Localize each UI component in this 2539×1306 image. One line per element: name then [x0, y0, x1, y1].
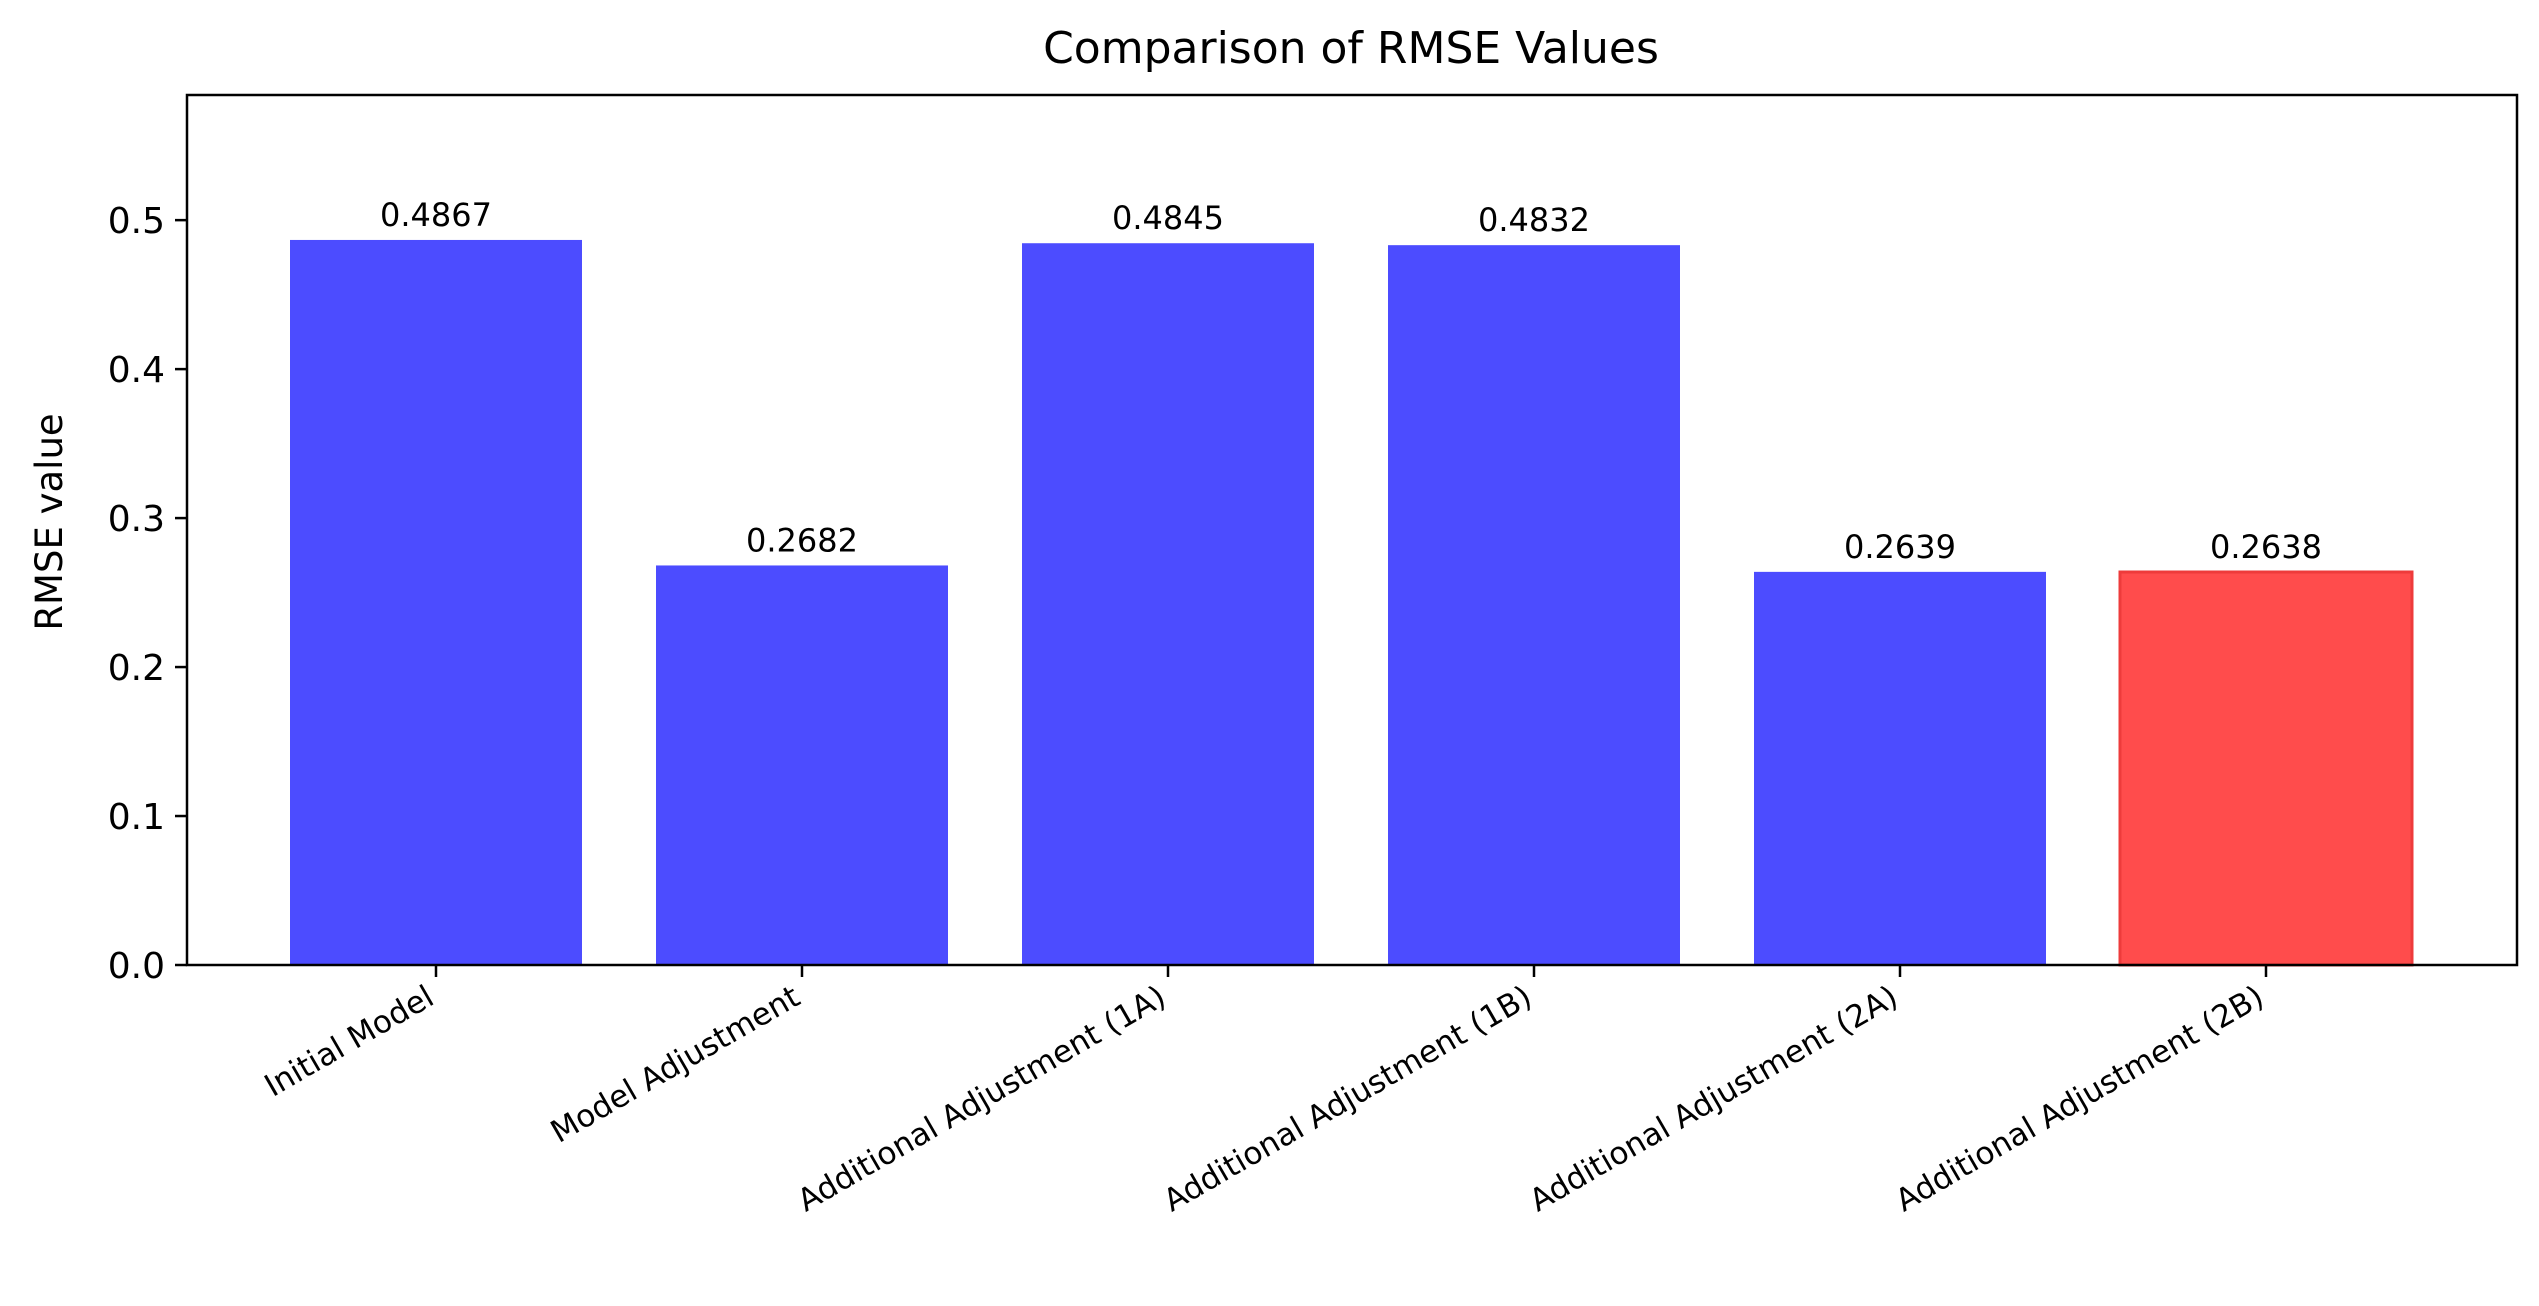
bar-value-label: 0.4832 [1478, 201, 1590, 239]
y-tick-label: 0.1 [108, 797, 165, 838]
x-tick-label: Additional Adjustment (1A) [792, 979, 1172, 1219]
bar-value-labels: 0.4867 0.2682 0.4845 0.4832 0.2639 0.2638 [380, 196, 2322, 566]
bar-6 [2118, 570, 2414, 967]
bars-layer [290, 239, 2414, 967]
x-tick-label: Additional Adjustment (2B) [1890, 979, 2270, 1219]
x-axis-ticks: Initial Model Model AdjustmentAdditional … [259, 965, 2270, 1219]
x-tick-label: Initial Model [259, 979, 440, 1105]
bar-value-label: 0.2638 [2210, 528, 2322, 566]
y-tick-label: 0.2 [108, 648, 165, 689]
bar-value-label: 0.4845 [1112, 199, 1224, 237]
y-tick-label: 0.4 [108, 350, 165, 391]
x-tick-label: Model Adjustment [545, 979, 806, 1151]
y-tick-label: 0.3 [108, 499, 165, 540]
x-tick-label: Additional Adjustment (1B) [1158, 979, 1538, 1219]
bar-5 [1754, 571, 2046, 965]
bar-value-label: 0.4867 [380, 196, 492, 234]
y-axis-label: RMSE value [28, 413, 71, 630]
y-axis-ticks: 0.0 0.1 0.2 0.3 0.4 0.5 [108, 201, 187, 987]
y-tick-label: 0.0 [108, 946, 165, 987]
y-tick-label: 0.5 [108, 201, 165, 242]
bar-value-label: 0.2682 [746, 521, 858, 559]
bar-value-label: 0.2639 [1844, 528, 1956, 566]
bar-2 [656, 565, 948, 965]
bar-3 [1022, 243, 1314, 966]
x-tick-label: Additional Adjustment (2A) [1524, 979, 1904, 1219]
bar-4 [1388, 245, 1680, 966]
bar-1 [290, 239, 582, 966]
chart-title: Comparison of RMSE Values [1043, 23, 1659, 74]
plot-area-frame [185, 93, 2519, 967]
